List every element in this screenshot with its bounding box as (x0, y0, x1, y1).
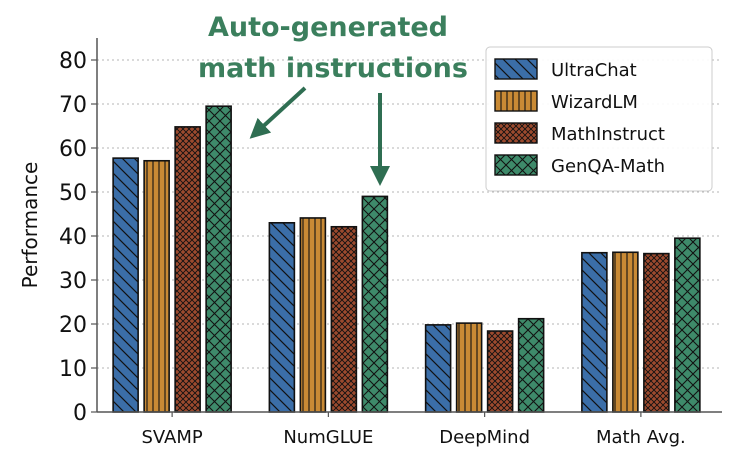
annotation-line-2: math instructions (198, 53, 468, 84)
bar-wizardlm-numglue (299, 217, 327, 413)
bar-ultrachat-numglue (268, 222, 296, 413)
y-tick-label-80: 80 (59, 49, 87, 74)
y-tick-label-60: 60 (59, 137, 87, 162)
y-tick-label-50: 50 (59, 181, 87, 206)
x-tick-label-numglue: NumGLUE (283, 427, 373, 448)
legend-label-mathinstruct: MathInstruct (551, 124, 665, 145)
y-tick-label-10: 10 (59, 357, 87, 382)
x-tick-label-svamp: SVAMP (141, 427, 202, 448)
y-tick-label-40: 40 (59, 225, 87, 250)
bar-genqa-math-math-avg (674, 237, 701, 413)
bar-genqa-math-svamp (205, 105, 232, 413)
y-tick-label-0: 0 (73, 401, 87, 426)
bar-wizardlm-math-avg (612, 251, 639, 413)
bar-genqa-math-numglue (361, 195, 389, 413)
bar-mathinstruct-deepmind (486, 330, 514, 413)
annotation-arrow-left (249, 86, 307, 139)
legend-label-ultrachat: UltraChat (551, 60, 637, 81)
annotation: Auto-generated math instructions (198, 12, 468, 186)
y-axis-label: Performance (18, 162, 42, 289)
bar-ultrachat-math-avg (581, 251, 608, 413)
legend-label-genqa-math: GenQA-Math (551, 156, 665, 177)
bar-wizardlm-deepmind (455, 322, 483, 413)
bar-mathinstruct-math-avg (643, 252, 670, 413)
bar-mathinstruct-svamp (174, 126, 201, 413)
annotation-line-1: Auto-generated (208, 12, 448, 43)
legend-item-mathinstruct: MathInstruct (494, 122, 665, 145)
category-labels: SVAMP NumGLUE DeepMind Math Avg. (141, 412, 686, 448)
y-tick-label-20: 20 (59, 313, 87, 338)
legend-item-genqa-math: GenQA-Math (494, 154, 665, 177)
bar-genqa-math-deepmind (517, 317, 545, 413)
x-tick-label-math-avg: Math Avg. (596, 427, 686, 448)
y-tick-label-70: 70 (59, 93, 87, 118)
legend: UltraChat WizardLM MathInstruct GenQA-Math (485, 46, 713, 192)
legend-frame (485, 46, 713, 192)
legend-item-wizardlm: WizardLM (494, 90, 638, 113)
y-tick-label-30: 30 (59, 269, 87, 294)
bars (112, 105, 701, 413)
bar-ultrachat-svamp (112, 157, 139, 413)
legend-item-ultrachat: UltraChat (494, 58, 637, 81)
bar-mathinstruct-numglue (330, 225, 358, 413)
bar-wizardlm-svamp (143, 159, 170, 413)
x-tick-label-deepmind: DeepMind (439, 427, 530, 448)
axes (96, 38, 722, 413)
legend-label-wizardlm: WizardLM (551, 92, 638, 113)
y-ticks: 0 10 20 30 40 50 60 70 80 (59, 49, 97, 426)
bar-ultrachat-deepmind (424, 324, 452, 413)
